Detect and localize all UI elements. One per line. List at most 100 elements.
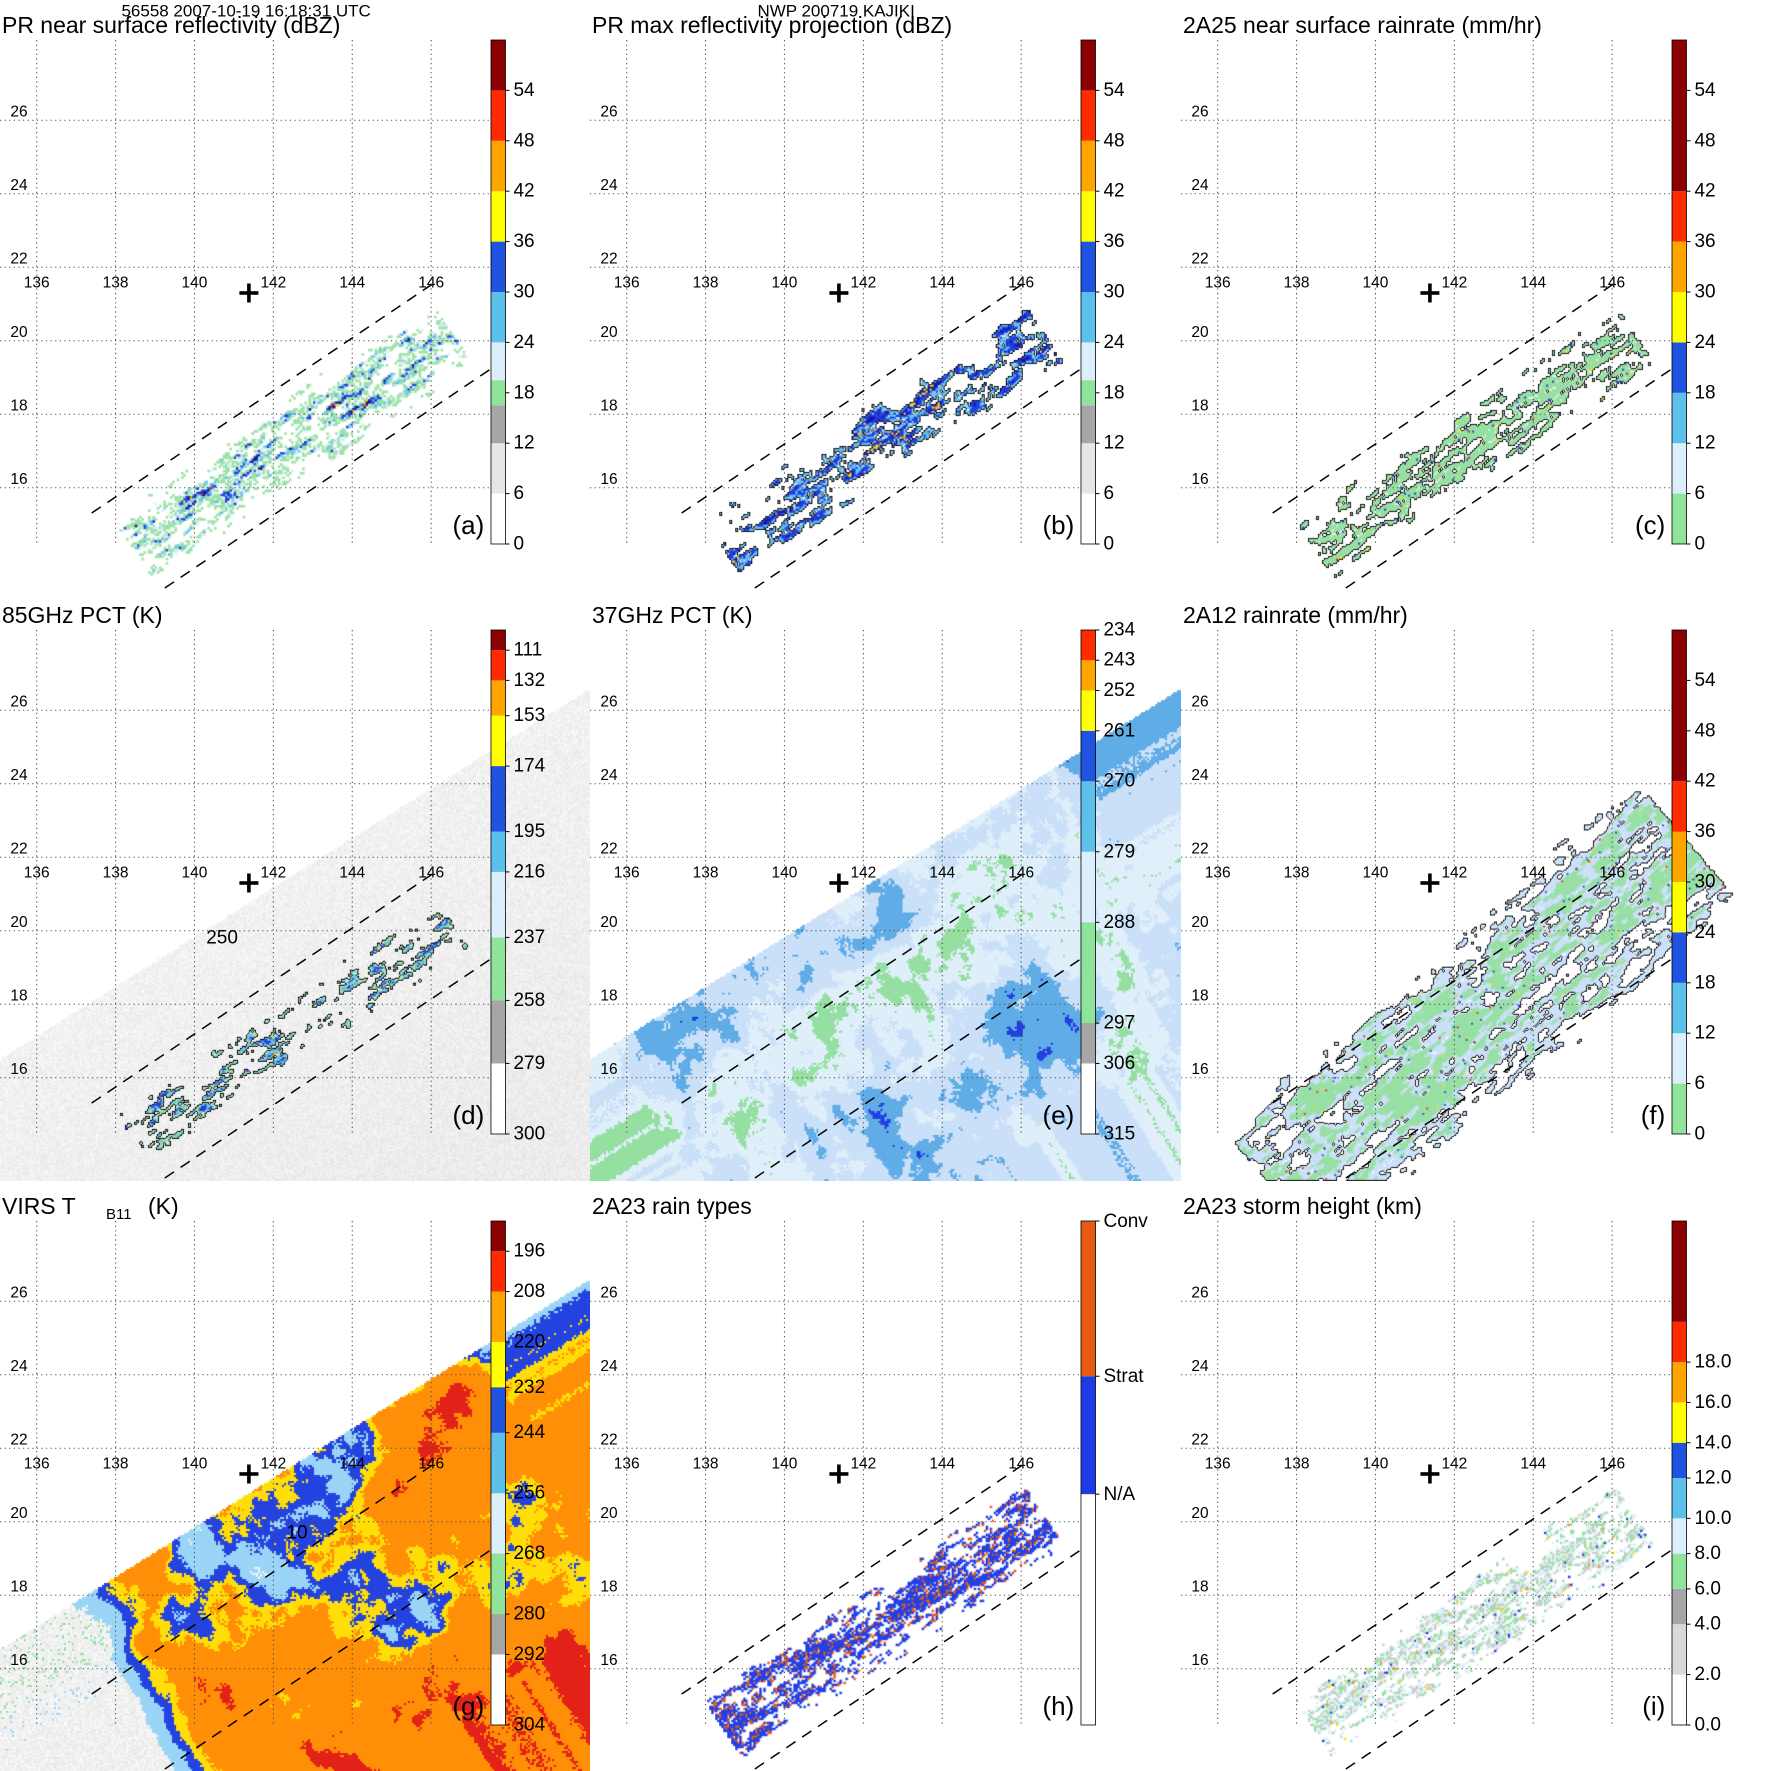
svg-text:268: 268 [513, 1543, 545, 1564]
svg-text:138: 138 [103, 1455, 129, 1472]
svg-text:(e): (e) [1043, 1100, 1075, 1130]
svg-text:20: 20 [601, 1504, 618, 1521]
svg-text:140: 140 [182, 1455, 208, 1472]
svg-text:142: 142 [260, 865, 286, 882]
svg-text:48: 48 [1104, 130, 1125, 151]
svg-text:6: 6 [513, 483, 524, 504]
svg-text:20: 20 [10, 914, 27, 931]
svg-text:18: 18 [10, 1578, 27, 1595]
svg-text:146: 146 [1599, 1455, 1625, 1472]
svg-text:2A12 rainrate (mm/hr): 2A12 rainrate (mm/hr) [1183, 602, 1408, 628]
svg-text:48: 48 [1694, 130, 1715, 151]
svg-text:12: 12 [1694, 1023, 1715, 1044]
svg-text:142: 142 [851, 1455, 877, 1472]
svg-text:24: 24 [1191, 767, 1209, 784]
svg-text:140: 140 [772, 274, 798, 291]
svg-text:144: 144 [339, 865, 365, 882]
svg-text:138: 138 [693, 865, 719, 882]
svg-text:14.0: 14.0 [1694, 1432, 1731, 1453]
svg-text:138: 138 [1283, 1455, 1309, 1472]
svg-text:140: 140 [1362, 274, 1388, 291]
svg-text:144: 144 [930, 1455, 956, 1472]
svg-text:300: 300 [513, 1124, 545, 1145]
svg-text:138: 138 [103, 274, 129, 291]
svg-text:18.0: 18.0 [1694, 1351, 1731, 1372]
svg-text:256: 256 [513, 1482, 545, 1503]
svg-text:PR max reflectivity projection: PR max reflectivity projection (dBZ) [592, 12, 952, 38]
svg-text:(K): (K) [148, 1193, 179, 1219]
svg-text:22: 22 [1191, 250, 1208, 267]
svg-text:22: 22 [601, 1431, 618, 1448]
svg-text:24: 24 [1694, 922, 1715, 943]
svg-text:Strat: Strat [1104, 1366, 1145, 1387]
svg-text:18: 18 [1191, 397, 1208, 414]
svg-text:12: 12 [1694, 433, 1715, 454]
svg-text:10.0: 10.0 [1694, 1508, 1731, 1529]
svg-text:2A25 near surface rainrate (mm: 2A25 near surface rainrate (mm/hr) [1183, 12, 1542, 38]
svg-text:234: 234 [1104, 620, 1136, 641]
svg-text:297: 297 [1104, 1013, 1136, 1034]
svg-text:16: 16 [10, 471, 27, 488]
svg-text:0: 0 [1104, 533, 1115, 554]
svg-text:138: 138 [693, 1455, 719, 1472]
svg-text:36: 36 [1104, 231, 1125, 252]
svg-text:136: 136 [614, 1455, 640, 1472]
svg-text:250: 250 [206, 928, 238, 949]
svg-text:2A23 rain types: 2A23 rain types [592, 1193, 752, 1219]
svg-text:22: 22 [601, 841, 618, 858]
svg-text:20: 20 [10, 324, 27, 341]
svg-text:PR near surface reflectivity (: PR near surface reflectivity (dBZ) [2, 12, 340, 38]
svg-text:20: 20 [1191, 324, 1208, 341]
svg-text:24: 24 [10, 177, 28, 194]
svg-text:26: 26 [601, 694, 618, 711]
svg-text:(h): (h) [1043, 1691, 1075, 1721]
svg-text:22: 22 [10, 250, 27, 267]
svg-text:142: 142 [260, 274, 286, 291]
svg-text:24: 24 [601, 767, 619, 784]
svg-text:22: 22 [1191, 1431, 1208, 1448]
svg-text:18: 18 [601, 1578, 618, 1595]
svg-text:138: 138 [1283, 865, 1309, 882]
svg-text:244: 244 [513, 1422, 545, 1443]
svg-text:140: 140 [1362, 865, 1388, 882]
svg-text:30: 30 [1694, 281, 1715, 302]
svg-text:54: 54 [1694, 670, 1715, 691]
svg-text:18: 18 [601, 397, 618, 414]
svg-text:(g): (g) [453, 1691, 485, 1721]
svg-text:18: 18 [1694, 973, 1715, 994]
svg-text:140: 140 [1362, 1455, 1388, 1472]
svg-text:18: 18 [1191, 988, 1208, 1005]
svg-text:4.0: 4.0 [1694, 1613, 1720, 1634]
svg-text:36: 36 [513, 231, 534, 252]
svg-text:138: 138 [103, 865, 129, 882]
svg-text:144: 144 [930, 274, 956, 291]
svg-text:216: 216 [513, 862, 545, 883]
svg-text:8.0: 8.0 [1694, 1543, 1720, 1564]
svg-text:146: 146 [1009, 274, 1035, 291]
svg-text:279: 279 [513, 1053, 545, 1074]
svg-text:24: 24 [513, 332, 534, 353]
svg-text:85GHz PCT (K): 85GHz PCT (K) [2, 602, 163, 628]
svg-text:22: 22 [10, 1431, 27, 1448]
svg-text:136: 136 [1204, 865, 1230, 882]
svg-text:140: 140 [772, 865, 798, 882]
svg-text:252: 252 [1104, 680, 1136, 701]
svg-text:144: 144 [1520, 1455, 1546, 1472]
svg-text:243: 243 [1104, 650, 1136, 671]
svg-text:208: 208 [513, 1281, 545, 1302]
svg-text:26: 26 [1191, 694, 1208, 711]
svg-text:6: 6 [1104, 483, 1115, 504]
svg-text:54: 54 [1104, 80, 1125, 101]
svg-text:16: 16 [1191, 471, 1208, 488]
svg-text:42: 42 [1104, 181, 1125, 202]
svg-text:142: 142 [1441, 865, 1467, 882]
svg-text:(i): (i) [1642, 1691, 1665, 1721]
svg-text:30: 30 [1694, 872, 1715, 893]
svg-text:VIRS T: VIRS T [2, 1193, 76, 1219]
svg-text:(a): (a) [453, 510, 485, 540]
svg-text:26: 26 [601, 103, 618, 120]
svg-text:26: 26 [10, 103, 27, 120]
svg-text:144: 144 [930, 865, 956, 882]
svg-text:18: 18 [1104, 382, 1125, 403]
svg-text:16: 16 [601, 471, 618, 488]
